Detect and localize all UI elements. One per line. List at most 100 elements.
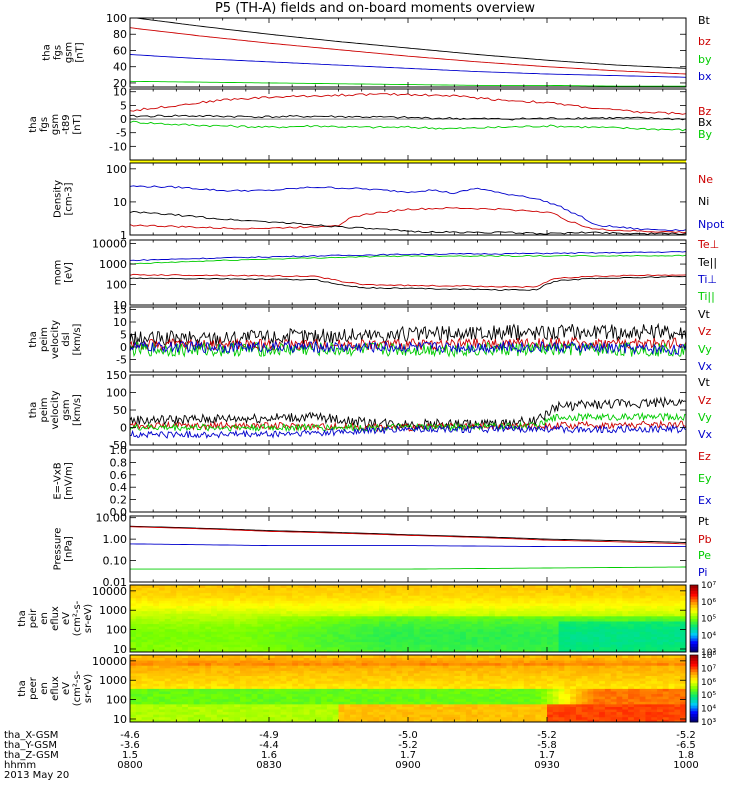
spectrogram-cell	[489, 670, 496, 674]
spectrogram-cell	[292, 587, 299, 591]
spectrogram-cell	[593, 633, 600, 637]
spectrogram-cell	[297, 605, 305, 609]
spectrogram-cell	[158, 709, 166, 713]
spectrogram-cell	[321, 600, 328, 604]
spectrogram-cell	[645, 603, 652, 607]
spectrogram-cell	[205, 621, 212, 625]
spectrogram-cell	[454, 670, 461, 674]
spectrogram-cell	[448, 706, 455, 710]
spectrogram-cell	[535, 605, 542, 609]
spectrogram-cell	[402, 719, 409, 723]
spectrogram-cell	[257, 595, 264, 599]
spectrogram-cell	[529, 621, 536, 625]
spectrogram-cell	[454, 623, 461, 627]
spectrogram-cell	[547, 646, 554, 650]
y-tick-label: -5	[116, 354, 127, 367]
spectrogram-cell	[332, 685, 339, 689]
spectrogram-cell	[199, 615, 206, 619]
spectrogram-cell	[651, 597, 658, 601]
spectrogram-cell	[483, 675, 490, 679]
spectrogram-cell	[286, 639, 293, 643]
spectrogram-cell	[610, 605, 617, 609]
spectrogram-cell	[216, 716, 224, 720]
spectrogram-cell	[193, 631, 200, 635]
spectrogram-cell	[413, 675, 420, 679]
spectrogram-cell	[610, 610, 617, 614]
spectrogram-cell	[199, 644, 206, 648]
spectrogram-cell	[153, 691, 160, 695]
spectrogram-cell	[448, 600, 455, 604]
spectrogram-cell	[460, 600, 467, 604]
spectrogram-cell	[454, 644, 461, 648]
spectrogram-cell	[477, 665, 484, 669]
spectrogram-cell	[350, 662, 357, 666]
spectrogram-cell	[245, 711, 253, 715]
spectrogram-cell	[228, 703, 235, 707]
spectrogram-cell	[512, 610, 519, 614]
spectrogram-cell	[483, 701, 490, 705]
spectrogram-cell	[355, 633, 363, 637]
spectrogram-cell	[413, 685, 420, 689]
spectrogram-cell	[668, 649, 675, 653]
spectrogram-cell	[355, 649, 363, 653]
spectrogram-cell	[280, 662, 287, 666]
spectrogram-cell	[668, 603, 675, 607]
spectrogram-cell	[135, 655, 142, 658]
spectrogram-cell	[170, 655, 177, 658]
spectrogram-cell	[425, 714, 432, 718]
spectrogram-cell	[500, 608, 507, 612]
spectrogram-cell	[245, 603, 253, 607]
spectrogram-cell	[280, 608, 287, 612]
spectrogram-cell	[303, 618, 310, 622]
spectrogram-cell	[286, 631, 293, 635]
spectrogram-cell	[500, 646, 507, 650]
spectrogram-cell	[228, 608, 235, 612]
spectrogram-cell	[257, 597, 264, 601]
spectrogram-cell	[413, 639, 420, 643]
spectrogram-cell	[315, 670, 322, 674]
spectrogram-cell	[130, 696, 137, 700]
spectrogram-cell	[303, 615, 310, 619]
spectrogram-cell	[326, 709, 334, 713]
spectrogram-cell	[431, 709, 438, 713]
spectrogram-cell	[350, 675, 357, 679]
y-tick-label: 15	[113, 304, 127, 317]
spectrogram-cell	[240, 633, 247, 637]
spectrogram-cell	[141, 623, 148, 627]
spectrogram-cell	[332, 618, 339, 622]
spectrogram-cell	[575, 592, 583, 596]
spectrogram-cell	[211, 618, 218, 622]
spectrogram-cell	[541, 628, 548, 632]
spectrogram-cell	[454, 603, 461, 607]
series-line-Te||	[129, 275, 687, 291]
series-line-Vy	[129, 340, 687, 358]
spectrogram-cell	[199, 631, 206, 635]
spectrogram-cell	[199, 662, 206, 666]
spectrogram-cell	[529, 696, 536, 700]
spectrogram-cell	[442, 667, 449, 671]
spectrogram-cell	[628, 636, 635, 640]
colorbar-cell	[690, 612, 698, 617]
spectrogram-cell	[483, 592, 490, 596]
spectrogram-cell	[610, 649, 617, 653]
spectrogram-cell	[292, 693, 299, 697]
spectrogram-cell	[309, 590, 316, 594]
spectrogram-cell	[332, 706, 339, 710]
spectrogram-cell	[448, 649, 455, 653]
spectrogram-cell	[309, 709, 316, 713]
spectrogram-cell	[245, 623, 253, 627]
spectrogram-cell	[483, 618, 490, 622]
series-line-Ti||	[129, 254, 687, 265]
spectrogram-cell	[512, 621, 519, 625]
spectrogram-cell	[147, 605, 154, 609]
spectrogram-cell	[575, 585, 583, 588]
spectrogram-cell	[616, 649, 623, 653]
spectrogram-cell	[506, 621, 513, 625]
spectrogram-cell	[529, 633, 536, 637]
spectrogram-cell	[402, 714, 409, 718]
spectrogram-cell	[344, 605, 351, 609]
spectrogram-cell	[135, 675, 142, 679]
spectrogram-cell	[419, 641, 426, 645]
spectrogram-cell	[564, 600, 571, 604]
spectrogram-cell	[564, 618, 571, 622]
